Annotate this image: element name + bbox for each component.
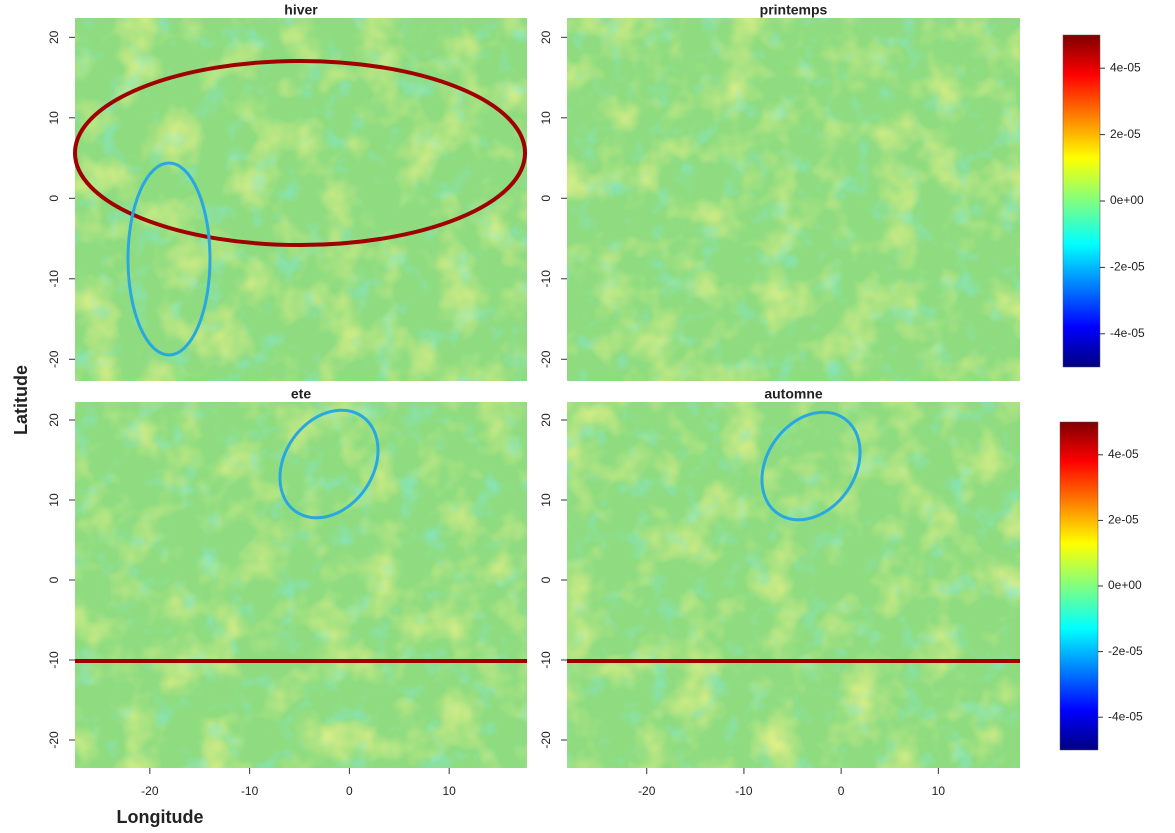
y-tick-label: 0 [539, 195, 553, 202]
y-tick-label: 0 [47, 195, 61, 202]
x-tick-label: -10 [735, 784, 753, 798]
y-tick-label: -10 [539, 651, 553, 669]
y-tick-label: 0 [47, 576, 61, 583]
colorbar-tick-label: -2e-05 [1110, 260, 1145, 274]
blue-ellipse [278, 408, 380, 520]
colorbar [1062, 34, 1101, 368]
x-tick-label: 0 [346, 784, 353, 798]
heatmap-noise [567, 402, 1020, 768]
heatmap-noise [567, 18, 1020, 381]
y-tick-label: -10 [47, 270, 61, 288]
heatmap-noise [75, 402, 527, 768]
blue-ellipse [126, 161, 212, 357]
colorbar-tick-label: 4e-05 [1108, 447, 1139, 461]
y-tick-label: -20 [539, 731, 553, 749]
colorbar-tick-label: -4e-05 [1110, 326, 1145, 340]
y-tick-label: -20 [539, 350, 553, 368]
colorbar-tick-label: 0e+00 [1108, 578, 1142, 592]
colorbar-tick-label: 4e-05 [1110, 60, 1141, 74]
y-tick-label: 20 [539, 413, 553, 427]
panel-title: automne [764, 386, 823, 402]
colorbar-tick-label: 2e-05 [1108, 513, 1139, 527]
x-axis-label: Longitude [117, 807, 204, 827]
y-axis-label: Latitude [11, 365, 31, 435]
y-tick-label: 20 [47, 413, 61, 427]
red-ellipse [73, 59, 527, 247]
x-tick-label: -10 [241, 784, 259, 798]
panel-title: hiver [284, 2, 318, 18]
panel-title: ete [291, 386, 311, 402]
colorbar-tick-label: -4e-05 [1108, 709, 1143, 723]
y-tick-label: 0 [539, 576, 553, 583]
heatmap-noise [75, 18, 527, 381]
y-tick-label: 10 [539, 493, 553, 507]
plots: hiver -20 -10 0 10 20 printemps -20 -10 0 10 20 ete -… [47, 2, 1145, 798]
y-tick-label: -20 [47, 350, 61, 368]
y-tick-label: -10 [539, 270, 553, 288]
y-tick-label: -20 [47, 731, 61, 749]
y-tick-label: 20 [539, 30, 553, 44]
annotations [73, 59, 1020, 663]
y-tick-label: 10 [47, 493, 61, 507]
x-tick-label: -20 [638, 784, 656, 798]
x-tick-label: 10 [442, 784, 456, 798]
x-tick-label: 10 [932, 784, 946, 798]
panel-title: printemps [760, 2, 828, 18]
colorbar-tick-label: 2e-05 [1110, 127, 1141, 141]
colorbar-tick-label: 0e+00 [1110, 193, 1144, 207]
x-tick-label: -20 [141, 784, 159, 798]
y-tick-label: -10 [47, 651, 61, 669]
colorbar-tick-label: -2e-05 [1108, 644, 1143, 658]
x-tick-label: 0 [838, 784, 845, 798]
blue-ellipse [760, 410, 862, 522]
y-tick-label: 10 [47, 111, 61, 125]
y-tick-label: 10 [539, 111, 553, 125]
colorbar [1059, 421, 1099, 751]
y-tick-label: 20 [47, 30, 61, 44]
